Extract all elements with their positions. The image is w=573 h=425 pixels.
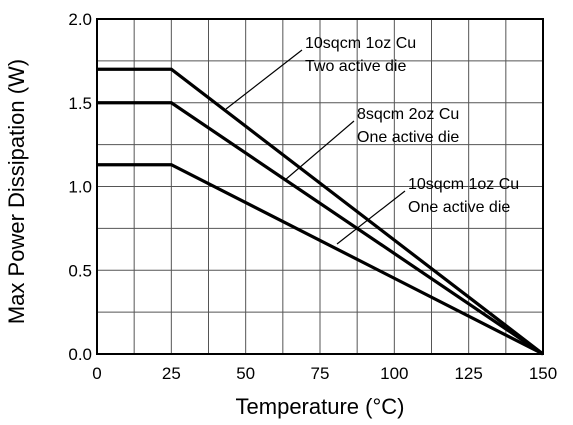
y-tick-label: 0.0 bbox=[68, 345, 92, 364]
annotation-label-line2: Two active die bbox=[305, 58, 406, 75]
annotation-leader-line bbox=[225, 49, 303, 110]
series-lines bbox=[97, 67, 544, 356]
plot-frame bbox=[96, 18, 544, 355]
annotation-label-line2: One active die bbox=[357, 129, 459, 146]
annotation-label-line1: 10sqcm 1oz Cu bbox=[408, 176, 519, 193]
y-tick-label: 1.0 bbox=[68, 178, 92, 197]
x-tick-label: 25 bbox=[162, 364, 181, 383]
x-tick-label: 125 bbox=[454, 364, 482, 383]
annotation-label-line1: 8sqcm 2oz Cu bbox=[357, 106, 459, 123]
annotation-leaders bbox=[225, 49, 406, 245]
x-tick-label: 50 bbox=[236, 364, 255, 383]
grid bbox=[97, 19, 543, 354]
x-tick-label: 0 bbox=[92, 364, 101, 383]
y-tick-label: 1.5 bbox=[68, 94, 92, 113]
x-tick-label: 150 bbox=[529, 364, 557, 383]
y-tick-label: 2.0 bbox=[68, 10, 92, 29]
annotation-label-line1: 10sqcm 1oz Cu bbox=[305, 35, 416, 52]
annotation-label-line2: One active die bbox=[408, 199, 510, 216]
x-axis-title: Temperature (°C) bbox=[236, 394, 405, 419]
x-tick-label: 100 bbox=[380, 364, 408, 383]
x-tick-label: 75 bbox=[311, 364, 330, 383]
x-tick-labels: 0 25 50 75 100 125 150 bbox=[92, 364, 557, 383]
y-axis-title: Max Power Dissipation (W) bbox=[4, 59, 29, 324]
y-tick-labels: 0.0 0.5 1.0 1.5 2.0 bbox=[68, 10, 92, 364]
series-line-2 bbox=[97, 101, 544, 356]
y-tick-label: 0.5 bbox=[68, 261, 92, 280]
series-line-1 bbox=[97, 67, 544, 356]
annotations: 10sqcm 1oz Cu Two active die 8sqcm 2oz Cu O… bbox=[305, 35, 519, 216]
annotation-leader-line bbox=[284, 120, 355, 181]
series-line-3 bbox=[97, 163, 544, 356]
annotation-leader-line bbox=[336, 190, 406, 245]
